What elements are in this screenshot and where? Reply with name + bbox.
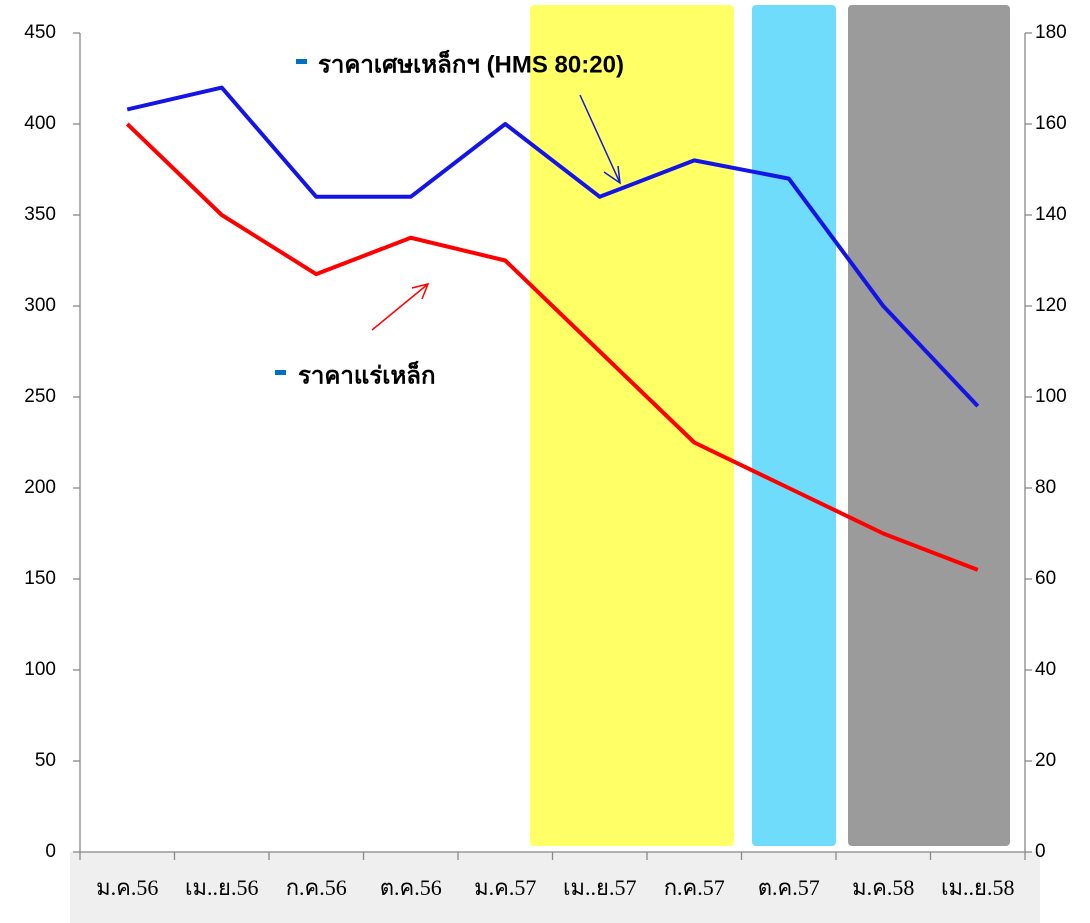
y-tick-label: 100	[24, 659, 56, 680]
y-tick-label: 50	[35, 750, 56, 771]
x-axis-band	[70, 852, 1040, 923]
annotation-arrowhead	[411, 282, 430, 300]
highlight-band	[530, 5, 734, 846]
x-tick-label: ม.ค.57	[474, 875, 536, 900]
y-tick-label: 150	[24, 568, 56, 589]
x-tick-label: ก.ค.57	[664, 875, 725, 900]
x-tick-label: ต.ค.57	[758, 875, 820, 900]
series-line	[125, 122, 979, 572]
x-tick-label: ต.ค.56	[380, 875, 442, 900]
y2-tick-label: 160	[1035, 113, 1067, 134]
legend-swatch	[275, 370, 286, 375]
highlight-band	[848, 5, 1010, 846]
y2-tick-label: 180	[1035, 22, 1067, 43]
y2-tick-label: 80	[1035, 477, 1056, 498]
y2-tick-label: 60	[1035, 568, 1056, 589]
y2-tick-label: 100	[1035, 386, 1067, 407]
y2-tick-label: 140	[1035, 204, 1067, 225]
x-tick-label: ม.ค.58	[852, 875, 914, 900]
y2-tick-label: 0	[1035, 841, 1046, 862]
y2-tick-label: 40	[1035, 659, 1056, 680]
y2-tick-label: 120	[1035, 295, 1067, 316]
highlight-band	[752, 5, 836, 846]
legend-label: ราคาเศษเหล็กฯ (HMS 80:20)	[318, 49, 624, 78]
legend-label: ราคาแร่เหล็ก	[298, 360, 436, 389]
series-line	[126, 85, 980, 408]
x-tick-label: เม..ย.57	[563, 875, 636, 900]
y-tick-label: 400	[24, 113, 56, 134]
y-tick-label: 250	[24, 386, 56, 407]
x-tick-label: ม.ค.56	[96, 875, 158, 900]
y-tick-label: 200	[24, 477, 56, 498]
annotation-arrow	[371, 283, 429, 331]
y-tick-label: 450	[24, 22, 56, 43]
x-tick-label: ก.ค.56	[286, 875, 347, 900]
y-tick-label: 300	[24, 295, 56, 316]
y-tick-label: 350	[24, 204, 56, 225]
y2-tick-label: 20	[1035, 750, 1056, 771]
legend-swatch	[296, 59, 307, 64]
annotation-arrow	[579, 94, 621, 184]
y-tick-label: 0	[45, 841, 56, 862]
annotation-arrowhead	[603, 165, 621, 185]
x-tick-label: เม..ย.58	[941, 875, 1014, 900]
x-tick-label: เม..ย.56	[185, 875, 258, 900]
